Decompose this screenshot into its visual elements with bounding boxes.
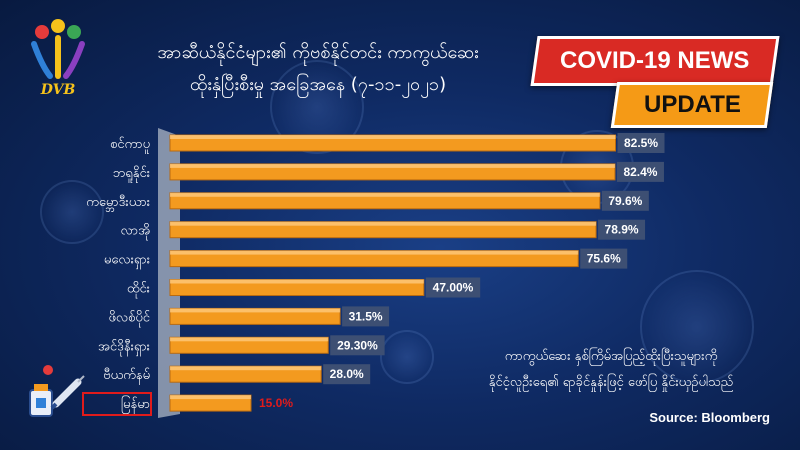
value-label-box <box>580 248 628 269</box>
bar-shine <box>170 163 615 168</box>
value-label: 29.30% <box>337 338 378 352</box>
bar-shine <box>170 395 251 400</box>
footnote-line-1: ကာကွယ်ဆေး နှစ်ကြိမ်အပြည့်ထိုးပြီးသူများက… <box>504 349 718 364</box>
virus-bg-icon <box>380 330 434 384</box>
bar-shine <box>170 279 424 284</box>
value-label-box <box>616 161 664 182</box>
value-label: 75.6% <box>587 252 621 266</box>
bar-shine <box>170 366 322 371</box>
category-label: မလေးရှား <box>104 253 150 270</box>
category-label: ဗီယက်နမ် <box>103 367 150 385</box>
dvb-logo: DVB <box>31 19 85 98</box>
bar-shine <box>170 250 579 255</box>
category-label: လာအို <box>121 223 150 241</box>
value-label: 78.9% <box>605 223 639 237</box>
bar-shine <box>170 192 600 197</box>
value-label: 82.4% <box>623 165 657 179</box>
category-label: ဘရူနိုင်း <box>113 165 150 183</box>
title-line-2: ထိုးနှံပြီးစီးမှု အခြေအနေ (၇-၁၁-၂၀၂၁) <box>189 74 447 95</box>
value-label-box <box>342 306 390 327</box>
title-line-1: အာဆီယံနိုင်ငံများ၏ ကိုဗစ်နိုင်တင်း ကာကွယ… <box>157 42 479 63</box>
bar-shine <box>170 135 616 139</box>
bar-shine <box>170 221 597 226</box>
category-label: အင်ဒိုနီးရှား <box>98 338 150 356</box>
category-label: စင်ကာပူ <box>110 136 150 154</box>
value-label-box <box>598 219 646 240</box>
value-label: 82.5% <box>624 136 658 150</box>
virus-bg-icon <box>640 270 754 384</box>
category-label: ကမ္ဘောဒီးယား <box>86 194 150 212</box>
value-label-box <box>617 133 665 153</box>
value-label-box <box>330 335 385 356</box>
bar-shine <box>170 337 329 342</box>
logo-text: DVB <box>40 82 76 98</box>
value-label: 31.5% <box>349 309 383 323</box>
category-label: မြန်မာ <box>121 395 150 414</box>
value-label: 28.0% <box>330 367 364 381</box>
vaccine-syringe-icon <box>29 365 85 417</box>
virus-bg-icon <box>40 180 104 244</box>
highlight-box <box>82 392 152 416</box>
value-label: 15.0% <box>259 396 293 410</box>
value-label-box <box>601 190 649 211</box>
category-label: ဖိလစ်ပိုင် <box>108 309 150 327</box>
bar-shine <box>170 308 341 313</box>
footnote-line-2: နိုင်ငံ့လူဦးရေ၏ ရာခိုင်နှုန်းဖြင့် ဖော်ပ… <box>488 375 734 390</box>
category-label: ထိုင်း <box>127 281 150 299</box>
source-text: Source: Bloomberg <box>649 410 770 425</box>
value-label: 79.6% <box>608 194 642 208</box>
value-label-box <box>425 277 481 298</box>
value-label: 47.00% <box>433 281 474 295</box>
value-label-box <box>323 364 371 385</box>
